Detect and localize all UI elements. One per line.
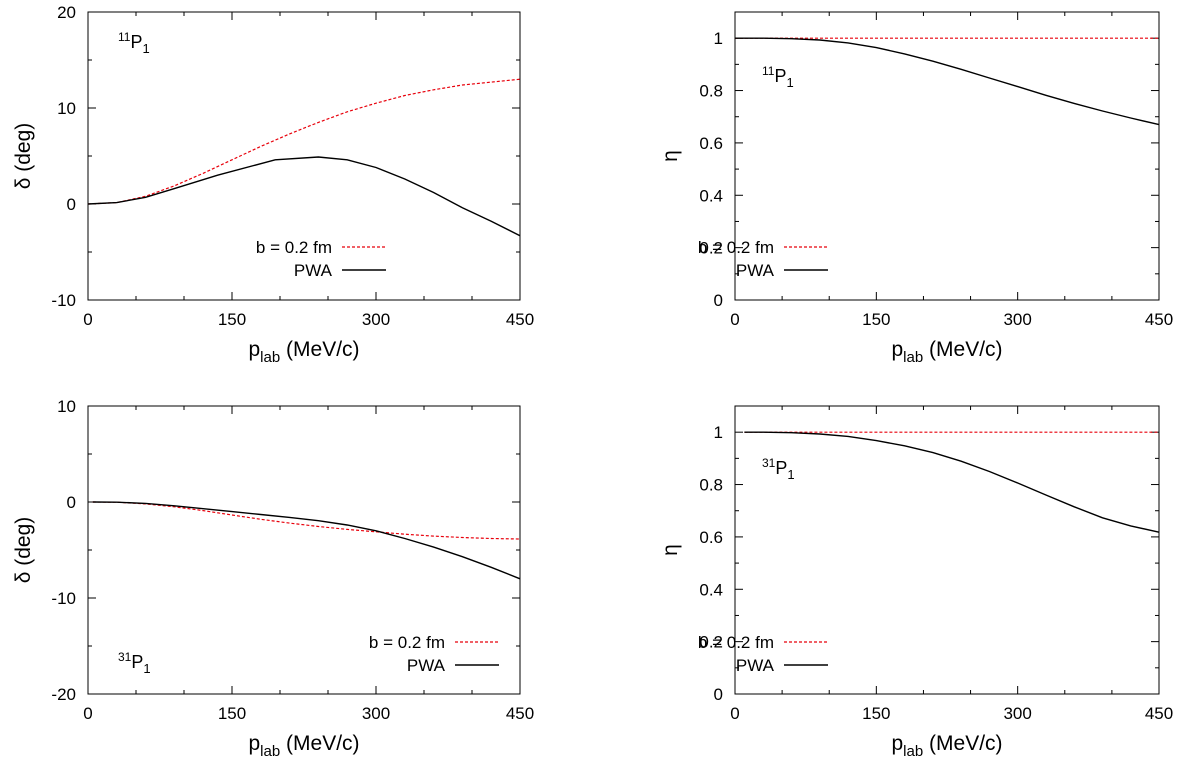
x-tick-label: 150 (218, 310, 246, 329)
partial-wave-sub: 1 (786, 75, 793, 90)
y-tick-label: 0.8 (699, 476, 723, 495)
y-tick-label: -20 (51, 685, 76, 704)
y-axis-title: η (659, 150, 682, 162)
plot-frame (734, 405, 1160, 695)
y-axis-title: δ (deg) (12, 517, 35, 584)
legend-label: b = 0.2 fm (698, 238, 774, 257)
y-tick-label: 20 (57, 3, 76, 22)
partial-wave-label: 31P1 (118, 650, 151, 676)
x-axis-title-sub: lab (903, 349, 923, 366)
y-tick-label: 0.8 (699, 82, 723, 101)
legend-label: PWA (736, 656, 775, 675)
x-axis-title-main: p (891, 338, 903, 361)
x-axis-title-sub: lab (260, 349, 280, 366)
partial-wave-label: 11P1 (118, 30, 150, 56)
y-tick-label: 0.2 (699, 633, 723, 652)
plot-frame (734, 11, 1160, 301)
legend-label: PWA (294, 261, 333, 280)
x-tick-label: 150 (218, 704, 246, 723)
y-tick-label: -10 (51, 291, 76, 310)
legend-label: b = 0.2 fm (256, 238, 332, 257)
x-tick-label: 300 (362, 704, 390, 723)
x-tick-label: 450 (506, 310, 534, 329)
series-line-pwa (92, 501, 521, 580)
y-tick-label: 1 (714, 29, 723, 48)
y-tick-label: 10 (57, 397, 76, 416)
partial-wave-main: P (131, 652, 143, 672)
y-tick-label: 0 (67, 493, 76, 512)
x-tick-label: 450 (1145, 704, 1173, 723)
partial-wave-sup: 11 (762, 64, 775, 78)
x-tick-label: 0 (730, 704, 739, 723)
y-axis-title: η (659, 544, 682, 556)
x-axis-title-rest: (MeV/c) (923, 732, 1002, 755)
series-line-pwa (87, 156, 521, 237)
x-tick-label: 0 (83, 310, 92, 329)
x-tick-label: 300 (1003, 310, 1031, 329)
x-tick-label: 150 (862, 704, 890, 723)
partial-wave-sup: 11 (118, 30, 131, 44)
x-axis-title: plab (MeV/c) (891, 338, 1002, 366)
x-tick-label: 450 (1145, 310, 1173, 329)
x-axis-title: plab (MeV/c) (891, 732, 1002, 757)
x-tick-label: 300 (362, 310, 390, 329)
x-tick-label: 450 (506, 704, 534, 723)
partial-wave-sup: 31 (762, 456, 776, 470)
partial-wave-main: P (130, 32, 142, 52)
x-axis-title-rest: (MeV/c) (280, 338, 359, 361)
x-axis-title-main: p (891, 732, 903, 755)
y-tick-label: 0 (67, 195, 76, 214)
y-axis-title: δ (deg) (12, 123, 35, 190)
partial-wave-sub: 1 (143, 661, 150, 676)
x-axis-title-sub: lab (260, 743, 280, 757)
x-axis-title: plab (MeV/c) (248, 732, 359, 757)
y-tick-label: 0.6 (699, 134, 723, 153)
legend-label: b = 0.2 fm (369, 633, 445, 652)
y-tick-label: 0.4 (699, 580, 723, 599)
x-axis-title-rest: (MeV/c) (923, 338, 1002, 361)
x-axis-title-rest: (MeV/c) (280, 732, 359, 755)
legend-label: PWA (736, 261, 775, 280)
legend-label: b = 0.2 fm (698, 633, 774, 652)
partial-wave-sub: 1 (787, 467, 794, 482)
partial-wave-main: P (774, 66, 786, 86)
y-tick-label: 1 (714, 423, 723, 442)
x-tick-label: 0 (83, 704, 92, 723)
x-axis-title-sub: lab (903, 743, 923, 757)
partial-wave-sub: 1 (142, 41, 149, 56)
x-axis-title-main: p (248, 338, 260, 361)
x-tick-label: 150 (862, 310, 890, 329)
plot-frame (87, 405, 521, 695)
x-axis-title: plab (MeV/c) (248, 338, 359, 366)
series-line-pwa (735, 37, 1160, 126)
partial-wave-label: 11P1 (762, 64, 794, 90)
y-tick-label: 10 (57, 99, 76, 118)
panel-bottom-left: 0 150 300 450 -20 -10 0 10 plab (MeV/c) δ (deg) 31… (12, 397, 534, 757)
partial-wave-label: 31P1 (762, 456, 795, 482)
partial-wave-main: P (775, 458, 787, 478)
legend-label: PWA (407, 656, 446, 675)
y-tick-label: 0.4 (699, 186, 723, 205)
y-tick-label: 0 (714, 291, 723, 310)
x-tick-label: 0 (730, 310, 739, 329)
y-tick-label: 0 (714, 685, 723, 704)
x-axis-title-main: p (248, 732, 260, 755)
y-tick-label: 0.2 (699, 239, 723, 258)
partial-wave-sup: 31 (118, 650, 132, 664)
series-line-b-0-2-fm (87, 78, 521, 205)
series-line-b-0-2-fm (92, 501, 521, 540)
y-tick-label: 0.6 (699, 528, 723, 547)
series-line-pwa (744, 431, 1160, 533)
x-tick-label: 300 (1003, 704, 1031, 723)
y-tick-label: -10 (51, 589, 76, 608)
